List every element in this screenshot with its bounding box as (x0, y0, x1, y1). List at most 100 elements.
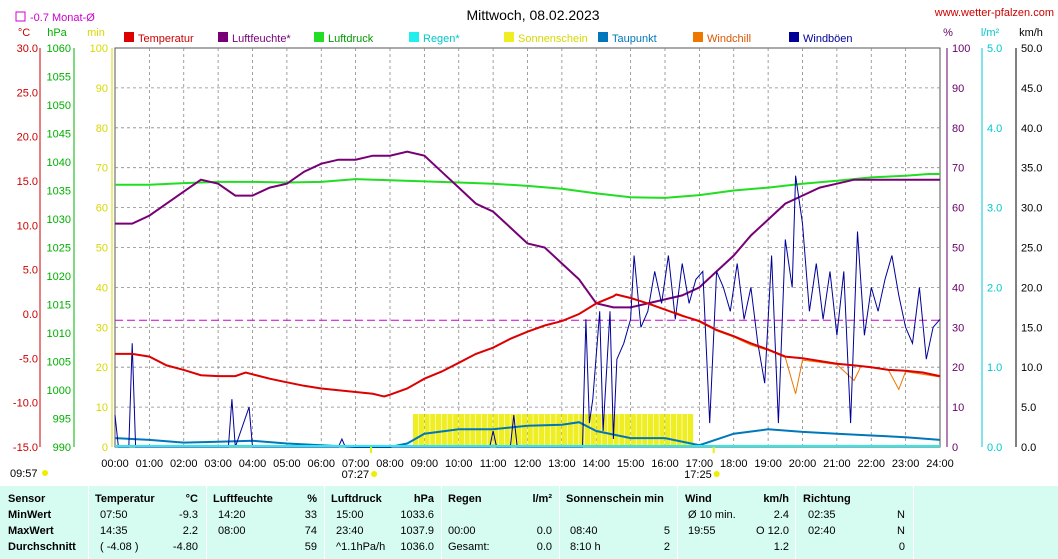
y-tick-label: 1050 (47, 100, 71, 112)
stats-value: 2.2 (182, 525, 198, 537)
y-tick-label: 90 (952, 83, 964, 95)
y-tick-label: 5.0 (987, 43, 1002, 55)
stats-value: ^1.1hPa/h (336, 541, 386, 553)
y-tick-label: 20 (96, 362, 108, 374)
stats-value: 0 (898, 541, 905, 553)
y-tick-label: 50.0 (1021, 43, 1042, 55)
stats-value: 2.4 (773, 509, 789, 521)
x-tick-label: 24:00 (926, 458, 954, 470)
sunshine-bar (527, 414, 533, 447)
y-tick-label: -5.0 (19, 353, 38, 365)
stats-value: 08:40 (570, 525, 598, 537)
stats-row-label: Durchschnitt (8, 541, 76, 553)
y-tick-label: 60 (952, 203, 964, 215)
sunshine-bar (435, 414, 442, 447)
axis-unit: hPa (47, 27, 67, 39)
y-tick-label: 20.0 (1021, 282, 1042, 294)
x-tick-label: 20:00 (789, 458, 817, 470)
legend-entry: Sonnenschein (518, 33, 588, 45)
legend-swatch (598, 32, 608, 42)
y-tick-label: 50 (96, 243, 108, 255)
sunshine-bar (682, 414, 688, 447)
stats-value: 59 (304, 541, 317, 553)
y-tick-label: 1060 (47, 43, 71, 55)
x-tick-label: 12:00 (514, 458, 542, 470)
y-tick-label: 45.0 (1021, 83, 1042, 95)
stats-value: 0.0 (536, 541, 552, 553)
y-tick-label: 2.0 (987, 282, 1002, 294)
sunshine-bar (665, 414, 671, 447)
sunshine-bar (424, 414, 430, 447)
y-tick-label: 100 (90, 43, 108, 55)
stats-value: 23:40 (336, 525, 364, 537)
y-tick-label: 70 (952, 163, 964, 175)
sunshine-bar (676, 414, 682, 447)
y-tick-label: 1025 (47, 243, 71, 255)
sunshine-bar (647, 414, 654, 447)
chart-title: Mittwoch, 08.02.2023 (466, 7, 599, 23)
x-tick-label: 17:00 (686, 458, 714, 470)
y-tick-label: 4.0 (987, 123, 1002, 135)
y-tick-label: 20.0 (17, 132, 38, 144)
stats-header-unit: hPa (413, 493, 434, 505)
stats-header-unit: % (307, 493, 317, 505)
stats-value: Gesamt: (448, 541, 490, 553)
sunshine-bar (619, 414, 625, 447)
sunshine-bar (584, 414, 591, 447)
x-tick-label: 22:00 (857, 458, 885, 470)
stats-value: 1.2 (773, 541, 789, 553)
sunshine-bar (636, 414, 642, 447)
top-left-time: 09:57 (10, 468, 38, 480)
stats-header: Temperatur (95, 493, 155, 505)
y-tick-label: 40 (96, 282, 108, 294)
stats-header: Sensor (8, 493, 46, 505)
y-tick-label: 35.0 (1021, 163, 1042, 175)
sunshine-bar (481, 414, 487, 447)
sunshine-bar (464, 414, 470, 447)
sunshine-bar (521, 414, 528, 447)
legend-entry: Temperatur (138, 33, 194, 45)
x-tick-label: 01:00 (136, 458, 164, 470)
sunshine-bar (493, 414, 499, 447)
legend-swatch (124, 32, 134, 42)
stats-separator (795, 486, 796, 559)
stats-value: 2 (663, 541, 670, 553)
temperature-line (115, 293, 941, 398)
stats-value: 33 (304, 509, 317, 521)
sunshine-bar (659, 414, 665, 447)
y-tick-label: 10.0 (1021, 362, 1042, 374)
stats-value: 08:00 (218, 525, 246, 537)
avg-marker-icon (15, 11, 26, 22)
y-tick-label: 30 (96, 322, 108, 334)
y-tick-label: 15.0 (1021, 322, 1042, 334)
y-tick-label: 70 (96, 163, 108, 175)
stats-header: Luftdruck (331, 493, 382, 505)
stats-value: 19:55 (688, 525, 716, 537)
y-tick-label: 25.0 (17, 87, 38, 99)
avg-marker-label: -0.7 Monat-Ø (30, 12, 95, 24)
y-tick-label: 0.0 (987, 442, 1002, 454)
y-tick-label: 1.0 (987, 362, 1002, 374)
y-tick-label: 25.0 (1021, 243, 1042, 255)
y-tick-label: 1010 (47, 328, 71, 340)
legend-entry: Luftfeuchte* (232, 33, 291, 45)
stats-value: ( -4.08 ) (100, 541, 139, 553)
sunshine-bar (579, 414, 585, 447)
x-tick-label: 00:00 (101, 458, 129, 470)
stats-row-label: MinWert (8, 509, 52, 521)
legend-entry: Windchill (707, 33, 751, 45)
sunshine-bar (625, 414, 631, 447)
x-tick-label: 15:00 (617, 458, 645, 470)
stats-value: 14:35 (100, 525, 128, 537)
sunshine-bar (539, 414, 545, 447)
x-tick-label: 03:00 (204, 458, 232, 470)
sunshine-bar (544, 414, 550, 447)
sunshine-bar (476, 414, 482, 447)
y-tick-label: 100 (952, 43, 970, 55)
y-tick-label: 40.0 (1021, 123, 1042, 135)
y-tick-label: 1055 (47, 72, 71, 84)
sunrise-icon (371, 471, 378, 477)
stats-separator (88, 486, 89, 559)
humidity-line (115, 150, 940, 309)
site-link[interactable]: www.wetter-pfalzen.com (934, 7, 1054, 19)
